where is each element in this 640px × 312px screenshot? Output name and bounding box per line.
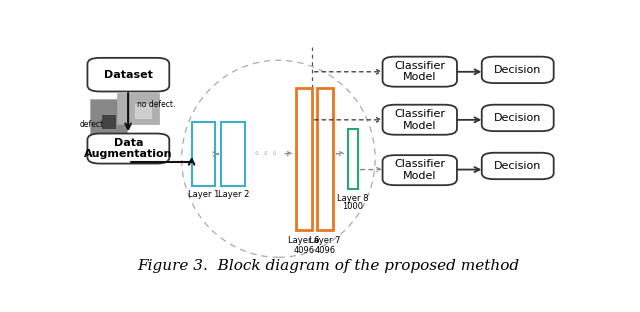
Text: Dataset: Dataset	[104, 70, 153, 80]
Bar	[348, 129, 358, 189]
FancyBboxPatch shape	[482, 105, 554, 131]
Text: 4096: 4096	[314, 246, 335, 255]
Bar	[191, 122, 216, 186]
FancyBboxPatch shape	[383, 105, 457, 135]
FancyBboxPatch shape	[383, 155, 457, 185]
Text: 1000: 1000	[342, 202, 364, 211]
Text: Classifier
Model: Classifier Model	[394, 61, 445, 82]
Text: ◦ ◦ ◦: ◦ ◦ ◦	[254, 149, 278, 159]
Text: Decision: Decision	[494, 113, 541, 123]
Bar	[134, 104, 152, 119]
Text: Decision: Decision	[494, 161, 541, 171]
Bar	[296, 88, 312, 230]
Text: defect: defect	[80, 120, 104, 129]
Text: Layer 1: Layer 1	[188, 190, 219, 199]
FancyBboxPatch shape	[482, 57, 554, 83]
Text: 4096: 4096	[293, 246, 314, 255]
FancyBboxPatch shape	[383, 57, 457, 87]
Bar	[117, 93, 159, 124]
Text: Layer 2: Layer 2	[218, 190, 249, 199]
Text: Layer 7: Layer 7	[309, 236, 340, 245]
Bar	[102, 115, 116, 129]
Bar	[221, 122, 245, 186]
Text: Classifier
Model: Classifier Model	[394, 159, 445, 181]
Text: Layer 6: Layer 6	[288, 236, 319, 245]
Text: Decision: Decision	[494, 65, 541, 75]
Text: Figure 3.  Block diagram of the proposed method: Figure 3. Block diagram of the proposed …	[137, 259, 519, 273]
Bar	[317, 88, 333, 230]
FancyBboxPatch shape	[88, 58, 169, 91]
Text: Classifier
Model: Classifier Model	[394, 109, 445, 130]
FancyBboxPatch shape	[482, 153, 554, 179]
Text: Layer 8: Layer 8	[337, 194, 369, 203]
FancyBboxPatch shape	[88, 134, 169, 163]
Bar	[90, 99, 127, 134]
Text: Data
Augmentation: Data Augmentation	[84, 138, 173, 159]
Text: no defect.: no defect.	[137, 100, 175, 109]
